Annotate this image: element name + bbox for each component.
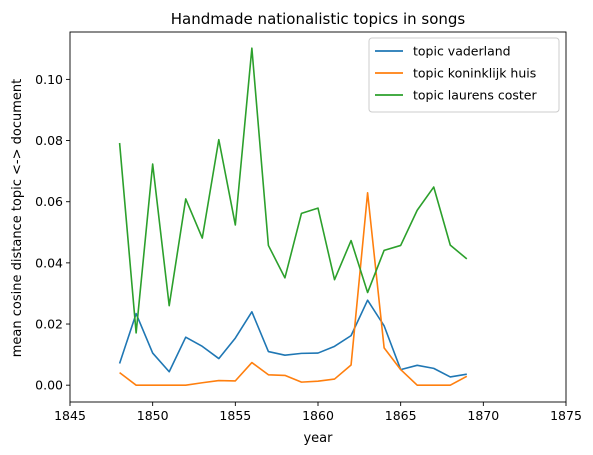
x-tick-label: 1875 <box>550 408 582 423</box>
y-tick-label: 0.10 <box>35 72 63 87</box>
y-axis-label: mean cosine distance topic <-> document <box>10 79 25 357</box>
x-tick-label: 1860 <box>302 408 334 423</box>
x-tick-label: 1850 <box>137 408 169 423</box>
legend: topic vaderland topic koninklijk huis topi… <box>368 37 560 113</box>
y-tick-label: 0.08 <box>35 133 63 148</box>
x-axis-label: year <box>303 431 333 446</box>
chart-title: Handmade nationalistic topics in songs <box>171 10 466 28</box>
x-tick-label: 1845 <box>54 408 86 423</box>
y-tick-label: 0.04 <box>35 255 63 270</box>
x-tick-label: 1870 <box>467 408 499 423</box>
legend-label: topic koninklijk huis <box>413 66 536 81</box>
series-line-2 <box>119 192 468 386</box>
x-axis: 1845 1850 1855 1860 1865 1870 1875 <box>54 402 582 423</box>
legend-label: topic vaderland <box>413 44 511 59</box>
y-tick-label: 0.06 <box>35 194 63 209</box>
x-tick-label: 1865 <box>385 408 417 423</box>
y-axis: 0.00 0.02 0.04 0.06 0.08 0.10 <box>35 72 70 393</box>
legend-box <box>368 37 560 113</box>
y-tick-label: 0.02 <box>35 317 63 332</box>
x-tick-label: 1855 <box>219 408 251 423</box>
legend-label: topic laurens coster <box>413 88 537 103</box>
series-line-3 <box>118 47 468 334</box>
y-tick-label: 0.00 <box>35 378 63 393</box>
plot-area <box>69 31 567 403</box>
series-line-1 <box>118 299 467 378</box>
